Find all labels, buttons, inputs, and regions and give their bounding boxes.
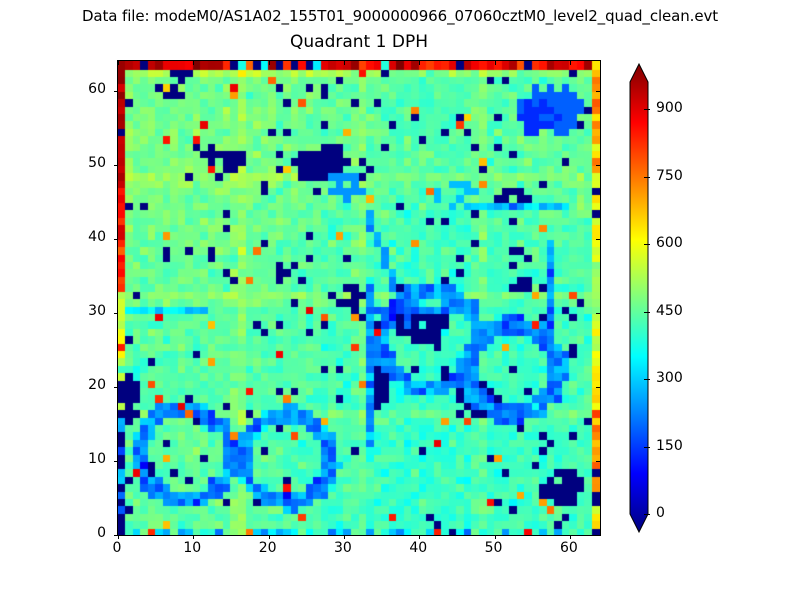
page-title: Quadrant 1 DPH [290,32,428,52]
colorbar-tick [644,379,650,380]
y-tick-right [596,312,600,314]
y-tick-label: 60 [88,80,106,97]
colorbar-tick [644,244,650,245]
x-tick-top [118,61,119,65]
colorbar-gradient [629,62,649,534]
x-tick-label: 10 [183,540,202,556]
x-tick [419,535,421,539]
y-tick-right [596,535,600,536]
colorbar-tick-label: 0 [656,505,665,521]
colorbar-tick-label: 900 [656,100,683,116]
colorbar-tick [644,446,650,448]
y-tick [114,164,118,166]
heatmap-axes[interactable] [114,60,601,539]
x-tick [118,535,119,539]
colorbar[interactable] [624,60,654,536]
x-tick-top [494,61,496,65]
x-tick [494,535,496,539]
y-tick [114,238,118,240]
x-tick-label: 30 [334,540,352,556]
y-tick-right [596,90,600,92]
x-tick-label: 0 [112,540,122,556]
colorbar-tick [644,109,650,110]
colorbar-tick-label: 600 [656,235,683,251]
x-tick-top [419,61,421,65]
y-tick-label: 10 [88,450,106,467]
x-tick-label: 60 [559,540,578,556]
x-tick [569,535,571,539]
y-tick-right [596,386,600,388]
y-tick [114,386,118,388]
y-tick-right [596,460,600,462]
colorbar-tick [644,311,650,313]
heatmap-image [118,61,600,535]
x-tick-top [268,61,270,65]
y-tick-right [596,164,600,166]
x-tick-top [343,61,345,65]
y-tick-right [596,238,600,240]
x-tick-top [193,61,195,65]
data-file-title: Data file: modeM0/AS1A02_155T01_90000009… [81,7,719,25]
colorbar-tick [644,514,650,515]
x-tick [193,535,195,539]
y-tick-label: 20 [88,376,106,393]
y-tick [114,312,118,314]
y-tick [114,90,118,92]
colorbar-tick-label: 750 [656,167,683,184]
colorbar-tick [644,176,650,178]
y-tick-label: 0 [97,525,106,541]
colorbar-tick-label: 300 [656,370,683,386]
x-tick-top [569,61,571,65]
x-tick-label: 20 [258,540,277,556]
y-tick [114,460,118,462]
y-tick-label: 30 [88,302,106,319]
x-tick [343,535,345,539]
x-tick-label: 40 [409,540,428,556]
x-tick-label: 50 [484,540,503,556]
y-tick [114,535,118,536]
colorbar-tick-label: 150 [656,437,683,454]
y-tick-label: 40 [88,228,106,245]
x-tick [268,535,270,539]
colorbar-tick-label: 450 [656,302,683,319]
y-tick-label: 50 [88,154,106,171]
